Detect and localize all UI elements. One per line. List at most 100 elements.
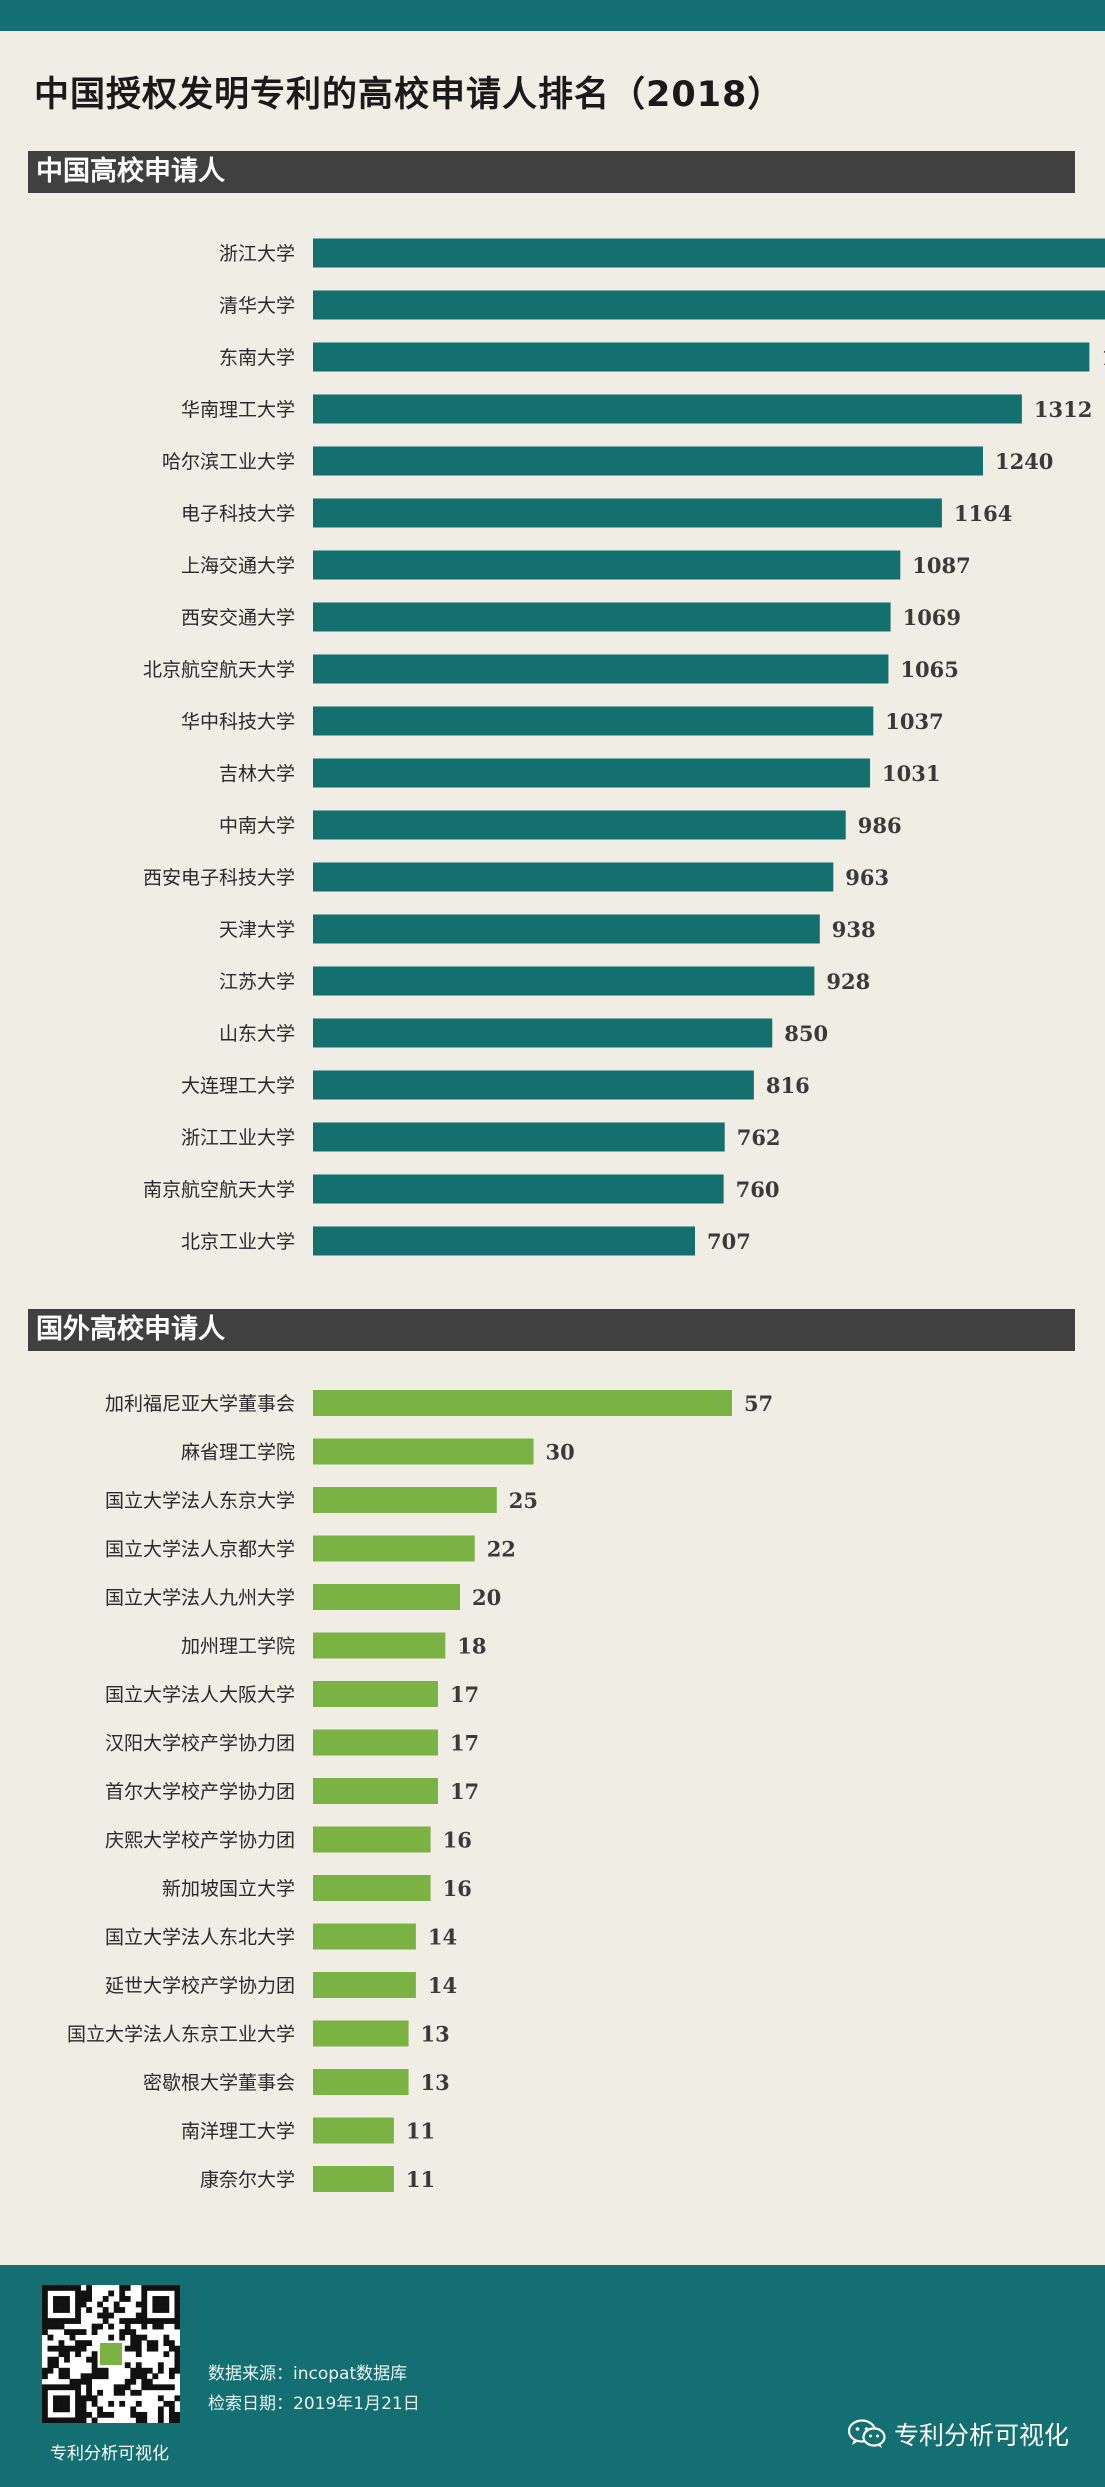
foreign-category-label-2: 国立大学法人东京大学 — [105, 1490, 295, 1512]
domestic-value-label-8: 1065 — [900, 657, 958, 682]
foreign-category-label-9: 庆熙大学校产学协力团 — [105, 1830, 295, 1852]
foreign-bar-14 — [313, 2069, 409, 2095]
domestic-category-label-15: 山东大学 — [219, 1023, 295, 1045]
domestic-category-label-14: 江苏大学 — [219, 971, 295, 993]
domestic-bar-17 — [313, 1122, 725, 1152]
foreign-category-label-6: 国立大学法人大阪大学 — [105, 1684, 295, 1706]
foreign-bar-7 — [313, 1729, 438, 1756]
domestic-category-label-17: 浙江工业大学 — [181, 1127, 295, 1149]
domestic-value-label-11: 986 — [858, 813, 902, 838]
foreign-value-label-10: 16 — [443, 1876, 472, 1901]
foreign-category-label-3: 国立大学法人京都大学 — [105, 1539, 295, 1561]
domestic-bar-5 — [313, 498, 942, 528]
foreign-bar-2 — [313, 1487, 497, 1513]
section-header-domestic: 中国高校申请人 — [28, 151, 1075, 193]
domestic-category-label-0: 浙江大学 — [219, 243, 295, 265]
domestic-value-label-4: 1240 — [995, 449, 1053, 474]
foreign-category-label-8: 首尔大学校产学协力团 — [105, 1781, 295, 1803]
domestic-bar-13 — [313, 914, 820, 944]
foreign-value-label-8: 17 — [450, 1779, 479, 1804]
domestic-category-label-16: 大连理工大学 — [181, 1075, 295, 1097]
domestic-category-label-19: 北京工业大学 — [181, 1231, 295, 1253]
foreign-bar-11 — [313, 1923, 416, 1950]
foreign-category-label-13: 国立大学法人东京工业大学 — [67, 2024, 295, 2046]
footer — [0, 2265, 1105, 2487]
domestic-category-label-13: 天津大学 — [219, 919, 295, 941]
domestic-bar-2 — [313, 342, 1090, 372]
foreign-value-label-1: 30 — [546, 1440, 575, 1465]
domestic-value-label-15: 850 — [784, 1021, 828, 1046]
data-source: 数据来源：incopat数据库 — [208, 2364, 408, 2384]
domestic-value-label-10: 1031 — [882, 761, 940, 786]
foreign-value-label-0: 57 — [744, 1391, 773, 1416]
foreign-category-label-14: 密歇根大学董事会 — [143, 2072, 295, 2094]
domestic-bar-15 — [313, 1018, 773, 1048]
domestic-category-label-5: 电子科技大学 — [181, 503, 295, 525]
section-header-foreign: 国外高校申请人 — [28, 1309, 1075, 1351]
domestic-category-label-4: 哈尔滨工业大学 — [162, 451, 295, 473]
domestic-category-label-10: 吉林大学 — [219, 763, 295, 785]
domestic-category-label-2: 东南大学 — [219, 347, 295, 369]
domestic-bar-8 — [313, 654, 889, 684]
domestic-value-label-18: 760 — [736, 1177, 780, 1202]
qr-caption: 专利分析可视化 — [50, 2444, 169, 2464]
domestic-value-label-16: 816 — [766, 1073, 810, 1098]
foreign-value-label-15: 11 — [406, 2119, 435, 2144]
domestic-category-label-3: 华南理工大学 — [181, 399, 295, 421]
foreign-bar-15 — [313, 2117, 394, 2144]
foreign-bar-chart: 加利福尼亚大学董事会 57 麻省理工学院 30 国立大学法人东京大学 25 国立大学法人京都… — [67, 1390, 773, 2192]
domestic-bar-6 — [313, 550, 901, 580]
domestic-category-label-7: 西安交通大学 — [181, 607, 295, 629]
foreign-value-label-12: 14 — [428, 1973, 457, 1998]
foreign-category-label-5: 加州理工学院 — [181, 1636, 295, 1658]
foreign-category-label-15: 南洋理工大学 — [181, 2121, 295, 2143]
foreign-bar-10 — [313, 1875, 431, 1901]
foreign-value-label-11: 14 — [428, 1925, 457, 1950]
foreign-value-label-16: 11 — [406, 2167, 435, 2192]
foreign-value-label-13: 13 — [421, 2022, 450, 2047]
brand: 专利分析可视化 — [847, 2416, 1069, 2452]
domestic-value-label-9: 1037 — [885, 709, 943, 734]
foreign-value-label-2: 25 — [509, 1488, 538, 1513]
domestic-category-label-6: 上海交通大学 — [181, 555, 295, 577]
foreign-category-label-1: 麻省理工学院 — [181, 1442, 295, 1464]
domestic-bar-18 — [313, 1174, 724, 1204]
domestic-value-label-17: 762 — [737, 1125, 781, 1150]
foreign-category-label-10: 新加坡国立大学 — [162, 1878, 295, 1900]
foreign-bar-0 — [313, 1390, 732, 1416]
foreign-bar-4 — [313, 1584, 460, 1610]
brand-label: 专利分析可视化 — [893, 2421, 1069, 2450]
domestic-category-label-1: 清华大学 — [219, 295, 295, 317]
domestic-value-label-2: 1437 — [1101, 345, 1105, 370]
foreign-bar-16 — [313, 2166, 394, 2192]
wechat-icon — [847, 2419, 886, 2448]
domestic-value-label-6: 1087 — [912, 553, 970, 578]
domestic-value-label-13: 938 — [832, 917, 876, 942]
foreign-category-label-12: 延世大学校产学协力团 — [105, 1975, 295, 1997]
foreign-value-label-6: 17 — [450, 1682, 479, 1707]
domestic-value-label-12: 963 — [845, 865, 889, 890]
domestic-bar-19 — [313, 1226, 695, 1256]
foreign-value-label-3: 22 — [487, 1537, 516, 1562]
domestic-category-label-12: 西安电子科技大学 — [143, 867, 295, 889]
domestic-bar-4 — [313, 446, 983, 476]
domestic-bar-12 — [313, 862, 834, 892]
domestic-bar-3 — [313, 394, 1022, 424]
foreign-bar-3 — [313, 1535, 475, 1562]
foreign-category-label-7: 汉阳大学校产学协力团 — [105, 1733, 295, 1755]
foreign-category-label-0: 加利福尼亚大学董事会 — [105, 1393, 295, 1415]
foreign-bar-8 — [313, 1778, 438, 1804]
foreign-bar-13 — [313, 2020, 409, 2047]
domestic-category-label-8: 北京航空航天大学 — [143, 659, 295, 681]
search-date: 检索日期：2019年1月21日 — [208, 2394, 420, 2414]
foreign-value-label-14: 13 — [421, 2070, 450, 2095]
foreign-value-label-4: 20 — [472, 1585, 501, 1610]
domestic-value-label-19: 707 — [707, 1229, 751, 1254]
domestic-category-label-9: 华中科技大学 — [181, 711, 295, 733]
domestic-bar-11 — [313, 810, 846, 840]
foreign-bar-12 — [313, 1972, 416, 1998]
domestic-value-label-3: 1312 — [1034, 397, 1092, 422]
domestic-bar-1 — [313, 290, 1105, 320]
domestic-bar-chart: 浙江大学1838清华大学1721东南大学1437华南理工大学1312哈尔滨工业大… — [143, 238, 1105, 1256]
domestic-category-label-11: 中南大学 — [219, 815, 295, 837]
